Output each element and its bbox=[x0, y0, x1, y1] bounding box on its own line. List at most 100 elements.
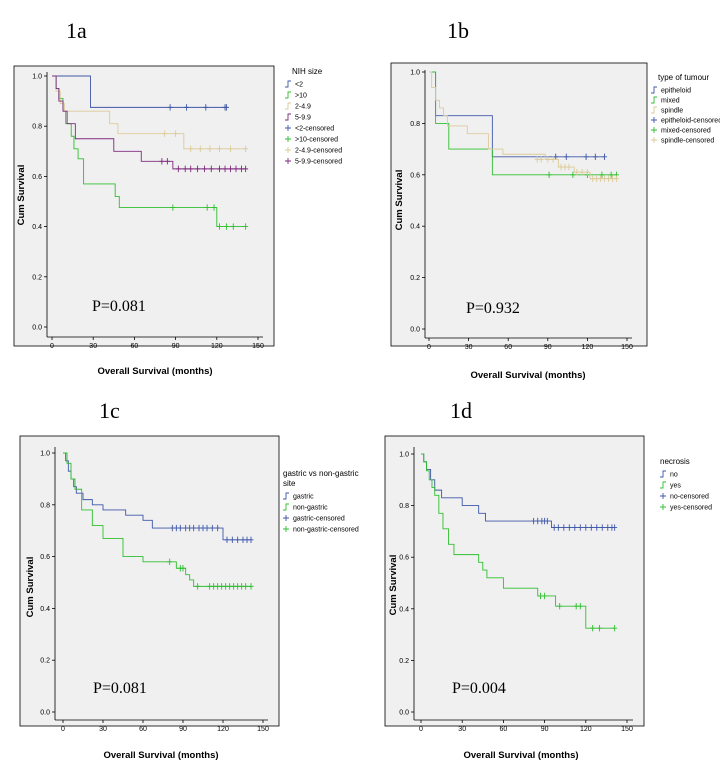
x-ticks: 0 30 60 90 120 150 bbox=[427, 338, 633, 351]
censor-mark bbox=[544, 517, 550, 525]
censor-mark bbox=[599, 171, 605, 178]
legend-label: 2-4.9 bbox=[295, 104, 311, 111]
y-tick-label: 0.4 bbox=[40, 606, 50, 613]
censor-mark bbox=[162, 130, 168, 137]
survival-curves bbox=[52, 75, 249, 230]
censor-mark bbox=[584, 169, 590, 176]
legend: necrosis no yes no-censored yes-censored bbox=[660, 457, 712, 512]
legend-label: <2 bbox=[295, 82, 303, 89]
censor-mark bbox=[592, 153, 598, 161]
y-tick-label: 0.8 bbox=[32, 124, 42, 131]
legend-cross-swatch bbox=[660, 493, 666, 499]
y-axis-title: Cum Survival bbox=[25, 557, 36, 618]
censor-mark bbox=[217, 223, 223, 230]
x-tick-label: 60 bbox=[500, 726, 508, 733]
censor-mark bbox=[175, 165, 181, 173]
y-tick-label: 1.0 bbox=[399, 452, 409, 459]
survival-curves bbox=[63, 452, 254, 590]
censor-mark bbox=[612, 524, 618, 531]
legend-label: mixed bbox=[661, 98, 680, 105]
censor-mark bbox=[195, 583, 201, 590]
censor-mark bbox=[613, 175, 619, 182]
censor-mark bbox=[572, 524, 578, 531]
x-ticks: 0 30 60 90 120 150 bbox=[419, 720, 633, 733]
legend-title: gastric vs non-gastric bbox=[283, 469, 359, 478]
legend-cross-swatch bbox=[285, 125, 291, 131]
x-tick-label: 0 bbox=[61, 726, 65, 733]
x-tick-label: 90 bbox=[179, 726, 187, 733]
legend-label: >10 bbox=[295, 93, 307, 100]
x-tick-label: 30 bbox=[465, 344, 473, 351]
legend-cross-swatch bbox=[651, 117, 657, 123]
survival-curve-spindle bbox=[429, 71, 617, 180]
legend-label: 5-9.9 bbox=[295, 115, 311, 122]
x-tick-label: 60 bbox=[131, 343, 139, 350]
panel-label: 1d bbox=[450, 398, 472, 423]
censor-mark bbox=[612, 624, 618, 632]
legend-line-swatch bbox=[285, 102, 291, 110]
legend-line-swatch bbox=[651, 96, 657, 104]
legend-label: yes bbox=[670, 483, 681, 490]
y-tick-label: 0.6 bbox=[399, 555, 409, 562]
censor-mark bbox=[583, 153, 589, 161]
x-tick-label: 120 bbox=[211, 343, 223, 350]
survival-curves bbox=[421, 453, 618, 632]
censor-mark bbox=[563, 153, 569, 161]
x-ticks: 0 30 60 90 120 150 bbox=[50, 337, 264, 350]
legend-cross-swatch bbox=[651, 127, 657, 133]
plot-frame bbox=[384, 435, 645, 727]
censor-mark bbox=[167, 558, 173, 565]
legend-cross-swatch bbox=[283, 515, 289, 521]
legend-label: spindle-censored bbox=[661, 138, 714, 145]
legend-title: type of tumour bbox=[658, 73, 709, 82]
censor-mark bbox=[224, 536, 230, 543]
x-tick-label: 150 bbox=[621, 344, 633, 351]
censor-mark bbox=[545, 156, 551, 163]
y-ticks: 0.0 0.2 0.4 0.6 0.8 1.0 bbox=[410, 70, 425, 334]
censor-mark bbox=[177, 524, 183, 532]
censor-mark bbox=[217, 145, 223, 152]
y-tick-label: 0.0 bbox=[32, 325, 42, 332]
x-tick-label: 60 bbox=[504, 344, 512, 351]
censor-mark bbox=[188, 145, 194, 152]
censor-mark bbox=[602, 153, 608, 161]
y-tick-label: 0.8 bbox=[399, 503, 409, 510]
x-tick-label: 90 bbox=[544, 344, 552, 351]
censor-mark bbox=[195, 165, 201, 173]
y-axis-title: Cum Survival bbox=[388, 555, 399, 616]
y-tick-label: 0.4 bbox=[410, 224, 420, 231]
legend-label: epitheloid bbox=[661, 88, 691, 95]
legend-label: no bbox=[670, 472, 678, 479]
censor-mark bbox=[566, 163, 572, 171]
p-value: P=0.081 bbox=[93, 680, 147, 697]
legend-label: spindle bbox=[661, 108, 683, 115]
y-ticks: 0.0 0.2 0.4 0.6 0.8 1.0 bbox=[399, 452, 414, 717]
y-tick-label: 0.6 bbox=[410, 172, 420, 179]
censor-mark bbox=[542, 592, 548, 600]
censor-mark bbox=[538, 156, 544, 163]
x-tick-label: 120 bbox=[582, 344, 594, 351]
legend-label: mixed-censored bbox=[661, 128, 711, 135]
legend-cross-swatch bbox=[283, 526, 289, 532]
survival-curve-mixed bbox=[429, 71, 617, 176]
x-tick-label: 0 bbox=[427, 344, 431, 351]
x-tick-label: 60 bbox=[139, 726, 147, 733]
legend-label: yes-censored bbox=[670, 505, 712, 512]
x-ticks: 0 30 60 90 120 150 bbox=[61, 720, 269, 733]
censor-mark bbox=[590, 624, 596, 632]
y-tick-label: 0.2 bbox=[40, 658, 50, 665]
y-tick-label: 0.0 bbox=[40, 710, 50, 717]
legend-line-swatch bbox=[660, 470, 666, 478]
legend-label: 2-4.9-censored bbox=[295, 148, 342, 155]
censor-mark bbox=[170, 204, 176, 211]
y-tick-label: 0.4 bbox=[32, 224, 42, 231]
x-tick-label: 90 bbox=[541, 726, 549, 733]
censor-mark bbox=[583, 524, 589, 531]
censor-mark bbox=[229, 536, 235, 543]
censor-mark bbox=[184, 104, 190, 111]
y-tick-label: 0.8 bbox=[40, 502, 50, 509]
legend-label: >10-censored bbox=[295, 137, 338, 144]
x-tick-label: 150 bbox=[257, 726, 269, 733]
